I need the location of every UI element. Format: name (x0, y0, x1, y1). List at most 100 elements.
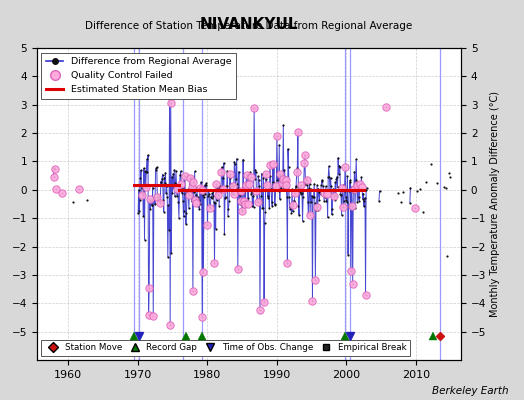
Point (303, 177, 311, 183)
Point (181, 172, 189, 179)
Point (214, 192, 222, 198)
Point (256, 307, 264, 314)
Point (252, 188, 260, 194)
Point (232, 176, 241, 182)
Point (200, 194, 208, 200)
Point (271, 183, 280, 189)
Point (136, 175, 145, 181)
Point (237, 188, 246, 194)
Point (162, 190, 170, 196)
Point (382, 104, 390, 110)
Point (294, 203, 303, 210)
Point (221, 193, 230, 200)
Point (252, 168, 260, 175)
Point (394, 190, 402, 196)
Point (306, 212, 314, 218)
Point (342, 194, 350, 200)
Point (188, 198, 196, 204)
Point (293, 129, 302, 136)
Point (203, 222, 212, 228)
Point (186, 175, 194, 182)
Text: Difference of Station Temperature Data from Regional Average: Difference of Station Temperature Data f… (85, 21, 412, 31)
Point (285, 194, 293, 200)
Point (354, 194, 363, 200)
Point (261, 209, 269, 215)
Point (210, 260, 219, 266)
Point (151, 201, 159, 208)
Point (332, 176, 341, 182)
Point (221, 195, 229, 201)
Point (49, 173, 58, 180)
Point (153, 194, 161, 201)
Title: NIVANKYUL: NIVANKYUL (200, 16, 298, 32)
Point (231, 182, 239, 188)
Point (210, 260, 219, 266)
Point (146, 196, 154, 202)
Point (136, 197, 144, 203)
Point (300, 160, 309, 166)
Point (296, 189, 304, 195)
Point (192, 200, 201, 206)
Point (279, 122, 288, 128)
Point (281, 177, 290, 184)
Point (58, 190, 67, 196)
Point (226, 184, 235, 191)
Point (193, 184, 201, 190)
Point (312, 204, 321, 210)
Point (212, 181, 221, 187)
Point (258, 204, 267, 211)
Point (190, 168, 199, 175)
Point (181, 191, 190, 197)
Point (406, 200, 414, 206)
Point (163, 194, 171, 200)
Point (328, 206, 336, 212)
Point (159, 208, 168, 215)
Point (298, 218, 307, 224)
Point (335, 162, 344, 169)
Point (242, 182, 250, 188)
Point (293, 165, 301, 171)
Point (135, 187, 143, 193)
Point (271, 201, 279, 207)
Point (215, 183, 224, 189)
Point (202, 182, 210, 188)
Point (143, 156, 151, 162)
Point (281, 177, 290, 184)
Point (230, 191, 238, 197)
Point (197, 179, 205, 186)
Point (341, 164, 350, 170)
Point (168, 190, 177, 196)
Point (172, 185, 181, 192)
Point (287, 204, 295, 210)
Point (345, 188, 353, 194)
Point (359, 203, 368, 210)
Point (324, 163, 333, 169)
Point (433, 180, 441, 187)
Point (224, 213, 232, 219)
Point (214, 192, 222, 198)
Point (137, 185, 146, 192)
Point (280, 185, 288, 191)
Point (198, 314, 206, 320)
Point (192, 192, 200, 198)
Point (269, 179, 278, 186)
Point (363, 185, 371, 191)
Point (194, 194, 202, 200)
Point (198, 187, 206, 193)
Point (75, 186, 83, 192)
Point (176, 185, 184, 192)
Point (212, 226, 220, 232)
Point (290, 198, 298, 204)
Point (145, 311, 153, 318)
Point (228, 181, 236, 188)
Point (167, 100, 175, 106)
Point (282, 182, 290, 188)
Point (154, 195, 162, 201)
Point (224, 206, 233, 212)
Point (166, 92, 174, 99)
Point (198, 314, 206, 320)
Point (352, 176, 360, 183)
Point (325, 174, 334, 180)
Point (285, 163, 293, 170)
Point (349, 189, 357, 196)
